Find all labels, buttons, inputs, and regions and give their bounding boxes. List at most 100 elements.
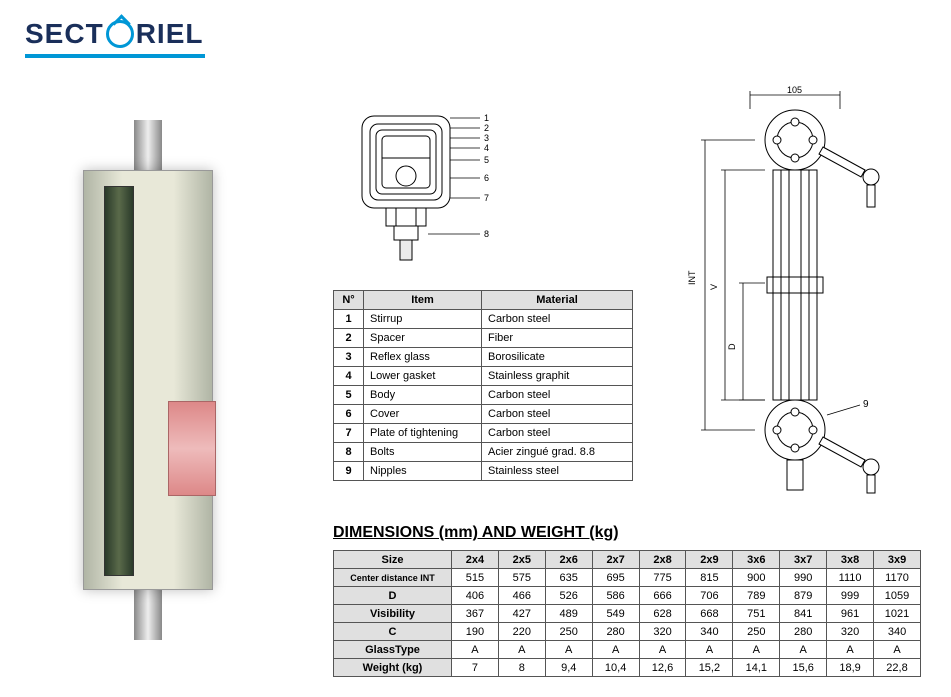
cell-n: 1 — [334, 310, 364, 329]
cell-value: 340 — [874, 623, 921, 641]
table-row: 7Plate of tighteningCarbon steel — [334, 424, 633, 443]
table-row: 4Lower gasketStainless graphit — [334, 367, 633, 386]
cross-section-diagram: 1 2 3 4 5 6 7 8 — [340, 100, 510, 270]
cell-value: 18,9 — [827, 659, 874, 677]
col-3x7: 3x7 — [780, 551, 827, 569]
row-label: C — [334, 623, 452, 641]
cell-value: 489 — [545, 605, 592, 623]
logo-underline — [25, 54, 205, 58]
cell-item: Body — [364, 386, 482, 405]
cell-value: 15,2 — [686, 659, 733, 677]
cell-value: 280 — [780, 623, 827, 641]
cell-value: 628 — [639, 605, 686, 623]
cell-value: 695 — [592, 569, 639, 587]
table-row: Visibility367427489549628668751841961102… — [334, 605, 921, 623]
product-photo — [58, 120, 238, 640]
dim-label-int: INT — [687, 270, 697, 285]
table-header-row: N° Item Material — [334, 291, 633, 310]
cell-value: 10,4 — [592, 659, 639, 677]
cell-value: 815 — [686, 569, 733, 587]
dim-label-v: V — [709, 284, 719, 290]
cell-n: 2 — [334, 329, 364, 348]
callout-6: 6 — [484, 173, 489, 183]
table-row: 6CoverCarbon steel — [334, 405, 633, 424]
table-row: 3Reflex glassBorosilicate — [334, 348, 633, 367]
dim-label-d: D — [727, 343, 737, 350]
cell-value: 427 — [498, 605, 545, 623]
callout-5: 5 — [484, 155, 489, 165]
cell-value: 406 — [452, 587, 499, 605]
row-label: Weight (kg) — [334, 659, 452, 677]
cell-value: A — [780, 641, 827, 659]
cell-value: 15,6 — [780, 659, 827, 677]
table-row: 9NipplesStainless steel — [334, 462, 633, 481]
cell-value: 280 — [592, 623, 639, 641]
callout-8: 8 — [484, 229, 489, 239]
cell-item: Cover — [364, 405, 482, 424]
top-dimension-label: 105 — [787, 85, 802, 95]
callout-3: 3 — [484, 133, 489, 143]
cell-item: Bolts — [364, 443, 482, 462]
cell-value: 575 — [498, 569, 545, 587]
cell-value: 320 — [639, 623, 686, 641]
cell-material: Stainless graphit — [482, 367, 633, 386]
col-2x7: 2x7 — [592, 551, 639, 569]
cell-value: 1021 — [874, 605, 921, 623]
cell-value: A — [874, 641, 921, 659]
col-2x8: 2x8 — [639, 551, 686, 569]
cell-item: Spacer — [364, 329, 482, 348]
materials-table: N° Item Material 1StirrupCarbon steel2Sp… — [333, 290, 633, 481]
cell-value: 340 — [686, 623, 733, 641]
cell-value: 8 — [498, 659, 545, 677]
cell-value: 789 — [733, 587, 780, 605]
cell-value: 549 — [592, 605, 639, 623]
cell-material: Carbon steel — [482, 405, 633, 424]
cell-n: 7 — [334, 424, 364, 443]
table-row: 2SpacerFiber — [334, 329, 633, 348]
table-row: Center distance INT515575635695775815900… — [334, 569, 921, 587]
col-material: Material — [482, 291, 633, 310]
cell-material: Stainless steel — [482, 462, 633, 481]
cell-value: 250 — [733, 623, 780, 641]
col-item: Item — [364, 291, 482, 310]
col-3x8: 3x8 — [827, 551, 874, 569]
cell-value: 751 — [733, 605, 780, 623]
cell-item: Reflex glass — [364, 348, 482, 367]
cell-value: 320 — [827, 623, 874, 641]
brand-logo-text: SECT RIEL — [25, 18, 205, 50]
row-label: Visibility — [334, 605, 452, 623]
cell-value: 706 — [686, 587, 733, 605]
cell-item: Nipples — [364, 462, 482, 481]
dimensions-table: Size2x42x52x62x72x82x93x63x73x83x9 Cente… — [333, 550, 921, 677]
cell-value: 999 — [827, 587, 874, 605]
cell-item: Plate of tightening — [364, 424, 482, 443]
cell-value: 367 — [452, 605, 499, 623]
cell-value: 841 — [780, 605, 827, 623]
row-label: GlassType — [334, 641, 452, 659]
cell-value: 526 — [545, 587, 592, 605]
table-row: GlassTypeAAAAAAAAAA — [334, 641, 921, 659]
cell-value: 1170 — [874, 569, 921, 587]
cell-n: 4 — [334, 367, 364, 386]
col-3x6: 3x6 — [733, 551, 780, 569]
cell-value: 879 — [780, 587, 827, 605]
cell-value: 220 — [498, 623, 545, 641]
cell-value: A — [592, 641, 639, 659]
cell-value: 775 — [639, 569, 686, 587]
cell-value: 666 — [639, 587, 686, 605]
cell-material: Carbon steel — [482, 310, 633, 329]
row-label: D — [334, 587, 452, 605]
cell-value: A — [733, 641, 780, 659]
cell-value: 586 — [592, 587, 639, 605]
cell-n: 6 — [334, 405, 364, 424]
cell-material: Carbon steel — [482, 424, 633, 443]
cell-value: A — [452, 641, 499, 659]
table-row: 1StirrupCarbon steel — [334, 310, 633, 329]
cell-value: A — [545, 641, 592, 659]
brand-logo: SECT RIEL — [25, 18, 205, 58]
cell-n: 9 — [334, 462, 364, 481]
cell-value: 9,4 — [545, 659, 592, 677]
cell-material: Carbon steel — [482, 386, 633, 405]
cell-value: 7 — [452, 659, 499, 677]
col-3x9: 3x9 — [874, 551, 921, 569]
